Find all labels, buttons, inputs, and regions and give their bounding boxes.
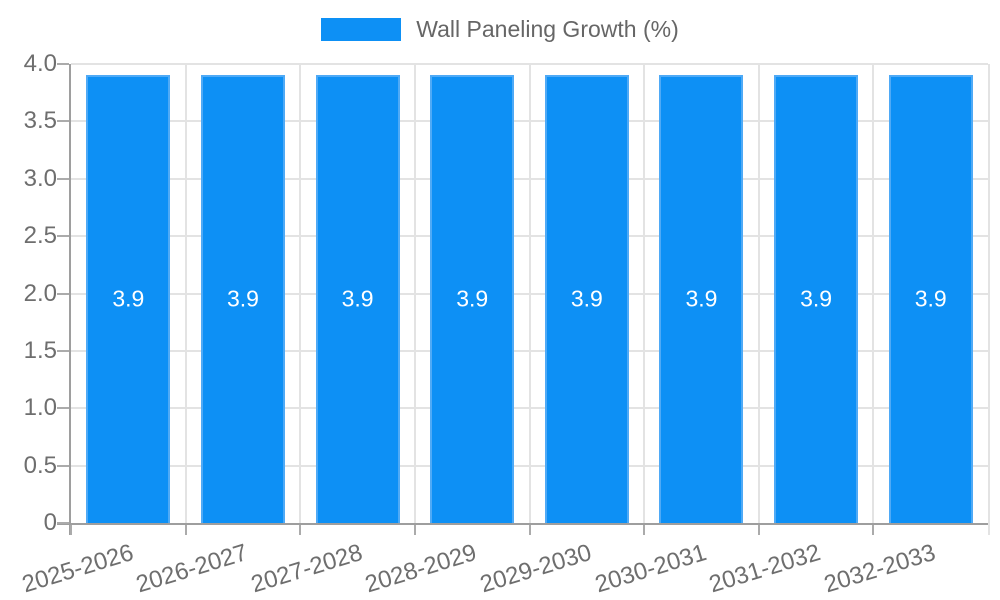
bar-value-label: 3.9	[685, 285, 718, 312]
y-axis-tick	[57, 407, 69, 410]
bar[interactable]	[774, 75, 859, 523]
x-tick-label: 2029-2030	[477, 539, 595, 599]
x-tick-label: 2028-2029	[362, 539, 481, 599]
v-gridline	[757, 64, 760, 523]
y-tick-label: 2.0	[23, 279, 57, 307]
x-tick-label: 2025-2026	[18, 539, 137, 599]
x-axis-tick	[643, 525, 646, 535]
bar-value-label: 3.9	[226, 285, 259, 312]
y-tick-label: 1.5	[23, 336, 57, 364]
legend[interactable]: Wall Paneling Growth (%)	[0, 16, 1000, 43]
x-axis-tick	[528, 525, 531, 535]
bar-value-label: 3.9	[914, 285, 947, 312]
bar[interactable]	[200, 75, 285, 523]
v-gridline	[528, 64, 531, 523]
y-tick-label: 1.0	[23, 394, 57, 422]
legend-swatch	[321, 18, 402, 41]
legend-label: Wall Paneling Growth (%)	[416, 16, 679, 42]
y-tick-label: 3.0	[23, 164, 57, 192]
x-axis-tick	[872, 525, 875, 535]
y-axis-line	[69, 64, 71, 535]
y-tick-label: 2.5	[23, 222, 57, 250]
y-axis-tick	[57, 120, 69, 123]
bar-value-label: 3.9	[341, 285, 374, 312]
v-gridline	[872, 64, 875, 523]
bar[interactable]	[888, 75, 973, 523]
v-gridline	[413, 64, 416, 523]
x-tick-label: 2027-2028	[247, 539, 366, 599]
bar-value-label: 3.9	[570, 285, 603, 312]
y-axis-tick	[57, 177, 69, 180]
bar-value-label: 3.9	[800, 285, 833, 312]
x-axis-tick	[184, 525, 187, 535]
x-axis-tick	[70, 525, 72, 535]
x-axis-tick	[299, 525, 302, 535]
bar[interactable]	[315, 75, 400, 523]
x-tick-label: 2032-2033	[820, 539, 939, 599]
bar[interactable]	[430, 75, 515, 523]
y-axis-tick	[57, 522, 69, 524]
y-axis-tick	[57, 63, 69, 65]
y-tick-label: 4.0	[23, 50, 57, 77]
y-tick-label: 3.5	[23, 107, 57, 135]
y-tick-label: 0	[43, 509, 57, 536]
y-axis-tick	[57, 464, 69, 467]
y-axis-tick	[57, 235, 69, 238]
y-tick-label: 0.5	[23, 451, 57, 479]
x-axis-tick	[757, 525, 760, 535]
v-gridline	[643, 64, 646, 523]
v-gridline	[299, 64, 302, 523]
x-tick-label: 2030-2031	[591, 539, 710, 599]
y-axis-tick	[57, 349, 69, 352]
bar-value-label: 3.9	[112, 285, 145, 312]
bar[interactable]	[659, 75, 744, 523]
x-axis-line	[57, 523, 990, 525]
x-tick-label: 2031-2032	[706, 539, 824, 599]
y-axis-tick	[57, 292, 69, 295]
x-axis-tick	[413, 525, 416, 535]
plot-right-border	[988, 64, 990, 535]
bar[interactable]	[544, 75, 629, 523]
bar[interactable]	[86, 75, 171, 523]
plot-area: 0 0.5 1.0 1.5 2.0 2.5 3.0 3.5 4.0 3.9 2025-2026 3.9…	[19, 50, 990, 598]
bar-value-label: 3.9	[456, 285, 489, 312]
v-gridline	[184, 64, 187, 523]
x-tick-label: 2026-2027	[133, 539, 251, 599]
